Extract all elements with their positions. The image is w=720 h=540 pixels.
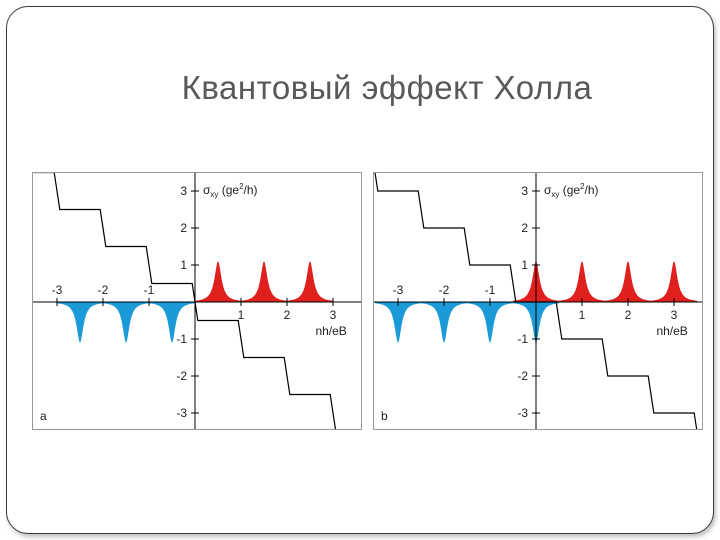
y-tick-label: 1 [180,258,187,272]
x-axis-label: nh/eB [315,324,346,338]
y-tick-label: -3 [517,406,528,420]
y-tick-label: -2 [176,369,187,383]
peak-positive-2 [605,261,651,302]
chart-panel-b: -3 -2 -1 1 2 3 3 2 1 -1 -2 -3 σxy (ge2/h) nh/eB b [373,172,703,430]
peak-negative-1 [103,302,149,343]
x-tick-label: 3 [671,308,678,322]
peak-positive-2 [287,261,333,302]
slide-title: Квантовый эффект Холла [181,69,593,106]
peak-negative-0 [149,302,195,343]
y-tick-label: 3 [521,184,528,198]
x-tick-label: 1 [579,308,586,322]
peak-positive-0 [195,261,241,302]
panel-letter: b [381,409,388,423]
y-tick-label: 2 [180,221,187,235]
x-tick-label: -1 [144,283,155,297]
x-axis-label: nh/eB [656,324,687,338]
y-tick-label: -1 [517,332,528,346]
peak-positive-1 [241,261,287,302]
y-tick-label: 1 [521,258,528,272]
y-axis-label: σxy (ge2/h) [544,182,599,199]
y-tick-label: -3 [176,406,187,420]
x-tick-label: -3 [393,283,404,297]
x-tick-label: -3 [52,283,63,297]
x-tick-label: 3 [330,308,337,322]
peak-negative-2 [375,302,421,343]
x-tick-label: 2 [284,308,291,322]
peak-positive-3 [651,261,697,302]
x-tick-label: -2 [439,283,450,297]
x-tick-label: -1 [485,283,496,297]
y-axis-label: σxy (ge2/h) [203,182,258,199]
y-tick-label: -1 [176,332,187,346]
peak-negative-1 [421,302,467,343]
peak-negative-0 [467,302,513,343]
panel-letter: a [40,409,47,423]
chart-panel-a: -3 -2 -1 1 2 3 3 2 1 -1 -2 -3 σxy (ge2/h) nh/eB a [32,172,362,430]
y-tick-label: -2 [517,369,528,383]
y-tick-label: 2 [521,221,528,235]
x-tick-label: 1 [238,308,245,322]
x-tick-label: 2 [625,308,632,322]
x-tick-label: -2 [98,283,109,297]
peak-positive-1 [559,261,605,302]
y-tick-label: 3 [180,184,187,198]
peak-negative-2 [57,302,103,343]
